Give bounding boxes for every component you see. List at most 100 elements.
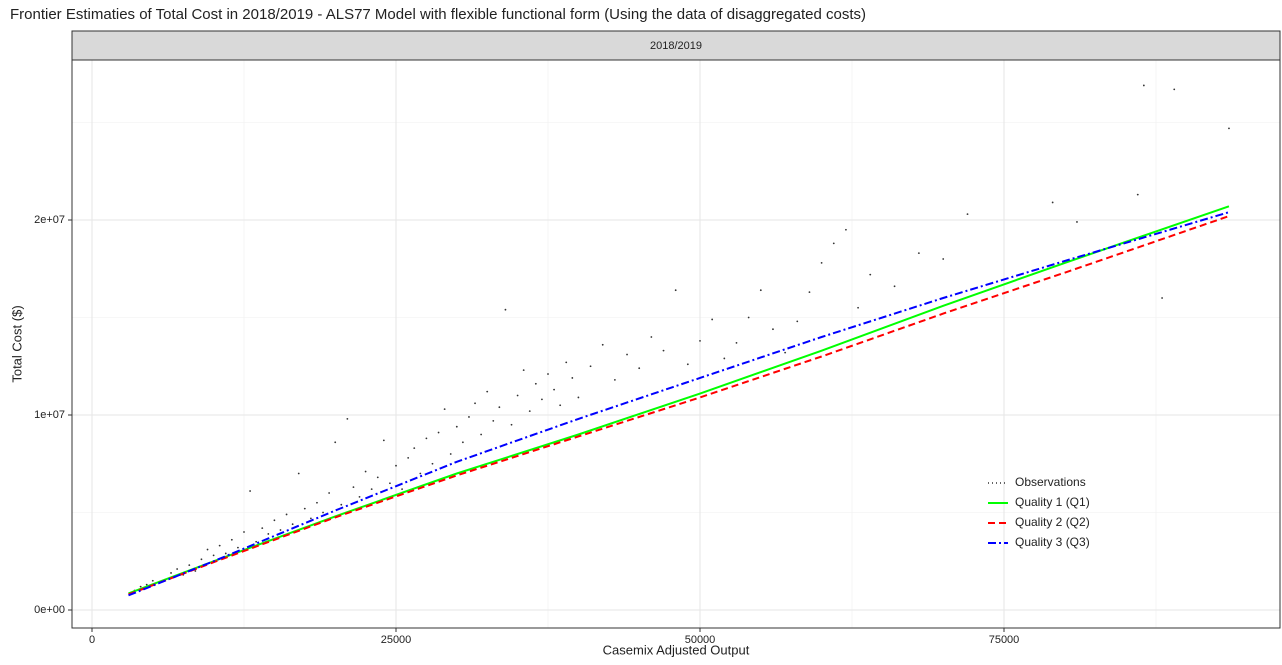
observation-point xyxy=(480,433,483,436)
observation-point xyxy=(674,289,677,292)
observation-point xyxy=(589,365,592,368)
observation-point xyxy=(498,406,501,409)
observation-point xyxy=(796,320,799,323)
observation-point xyxy=(547,373,549,375)
observation-point xyxy=(845,228,847,231)
observation-point xyxy=(364,470,367,473)
observation-point xyxy=(230,538,233,541)
observation-point xyxy=(711,318,714,321)
observation-point xyxy=(358,496,361,498)
observation-point xyxy=(516,394,519,397)
observation-point xyxy=(747,316,750,319)
observation-point xyxy=(316,501,318,504)
observation-point xyxy=(626,353,628,356)
observation-point xyxy=(382,439,385,442)
observation-point xyxy=(407,457,410,459)
observation-point xyxy=(1161,297,1163,299)
x-tick-label: 75000 xyxy=(989,634,1020,646)
observation-point xyxy=(468,416,470,418)
frontier-line xyxy=(128,215,1230,596)
observation-point xyxy=(322,511,324,514)
legend-label: Quality 1 (Q1) xyxy=(1015,495,1090,509)
observation-point xyxy=(857,306,859,309)
observation-point xyxy=(255,540,258,543)
observation-point xyxy=(370,488,373,491)
observation-point xyxy=(917,252,920,255)
observation-point xyxy=(893,285,896,288)
observation-point xyxy=(340,503,343,506)
observation-point xyxy=(942,258,945,260)
observation-point xyxy=(832,242,835,245)
observation-point xyxy=(176,568,179,570)
observation-point xyxy=(267,533,270,535)
observation-point xyxy=(1051,201,1054,204)
observation-point xyxy=(504,308,507,311)
facet-strip xyxy=(71,30,1281,61)
observation-point xyxy=(510,423,513,426)
frontier-line xyxy=(128,211,1230,597)
legend-label: Quality 3 (Q3) xyxy=(1015,535,1090,549)
observation-point xyxy=(352,486,355,489)
x-tick-label: 0 xyxy=(89,634,95,646)
observation-point xyxy=(565,361,568,364)
y-axis-label: Total Cost ($) xyxy=(9,305,24,382)
legend-label: Observations xyxy=(1015,475,1086,489)
observation-point xyxy=(808,291,811,294)
observation-point xyxy=(249,490,251,492)
observation-point xyxy=(206,548,209,551)
observation-point xyxy=(243,531,245,533)
observation-point xyxy=(449,453,452,455)
observation-point xyxy=(261,527,264,530)
x-axis-label: Casemix Adjusted Output xyxy=(603,642,750,657)
observation-point xyxy=(425,437,428,440)
y-tick-label: 1e+07 xyxy=(34,409,65,421)
x-tick-label: 25000 xyxy=(381,634,412,646)
observation-point xyxy=(699,339,701,342)
observation-point xyxy=(151,579,154,582)
observation-point xyxy=(419,472,422,475)
facet-label: 2018/2019 xyxy=(650,40,702,52)
observation-point xyxy=(735,341,738,344)
observation-point xyxy=(309,517,312,520)
observation-point xyxy=(170,572,172,574)
observation-point xyxy=(401,488,403,491)
observation-point xyxy=(784,351,787,354)
observation-point xyxy=(486,390,489,393)
observation-point xyxy=(376,476,379,479)
observation-point xyxy=(145,583,148,586)
observation-point xyxy=(285,513,288,516)
y-tick-label: 2e+07 xyxy=(34,214,65,226)
observation-point xyxy=(1136,193,1139,196)
y-tick-label: 0e+00 xyxy=(34,604,65,616)
observation-point xyxy=(1076,221,1078,223)
observation-point xyxy=(413,447,416,450)
observation-point xyxy=(522,369,525,372)
observation-point xyxy=(334,441,337,444)
observation-point xyxy=(437,431,440,434)
observation-point xyxy=(395,464,397,467)
observation-point xyxy=(577,396,580,399)
observation-point xyxy=(474,402,476,405)
observation-point xyxy=(328,492,331,494)
observation-point xyxy=(443,408,446,411)
observation-point xyxy=(650,336,653,338)
legend-label: Quality 2 (Q2) xyxy=(1015,515,1090,529)
observation-point xyxy=(1173,88,1176,91)
observation-point xyxy=(237,546,239,549)
observation-point xyxy=(492,419,495,422)
observation-point xyxy=(772,328,774,331)
observation-point xyxy=(431,462,434,465)
observation-point xyxy=(303,507,306,510)
observation-point xyxy=(212,554,215,557)
observation-point xyxy=(1228,127,1230,130)
plot-border xyxy=(71,59,1281,629)
x-tick-label: 50000 xyxy=(685,634,716,646)
observation-point xyxy=(291,523,294,526)
observation-point xyxy=(346,418,349,420)
observation-point xyxy=(571,377,574,379)
observation-point xyxy=(224,552,227,555)
observation-point xyxy=(461,441,464,444)
observation-point xyxy=(534,382,537,385)
observation-point xyxy=(200,558,203,561)
observation-point xyxy=(279,529,282,531)
